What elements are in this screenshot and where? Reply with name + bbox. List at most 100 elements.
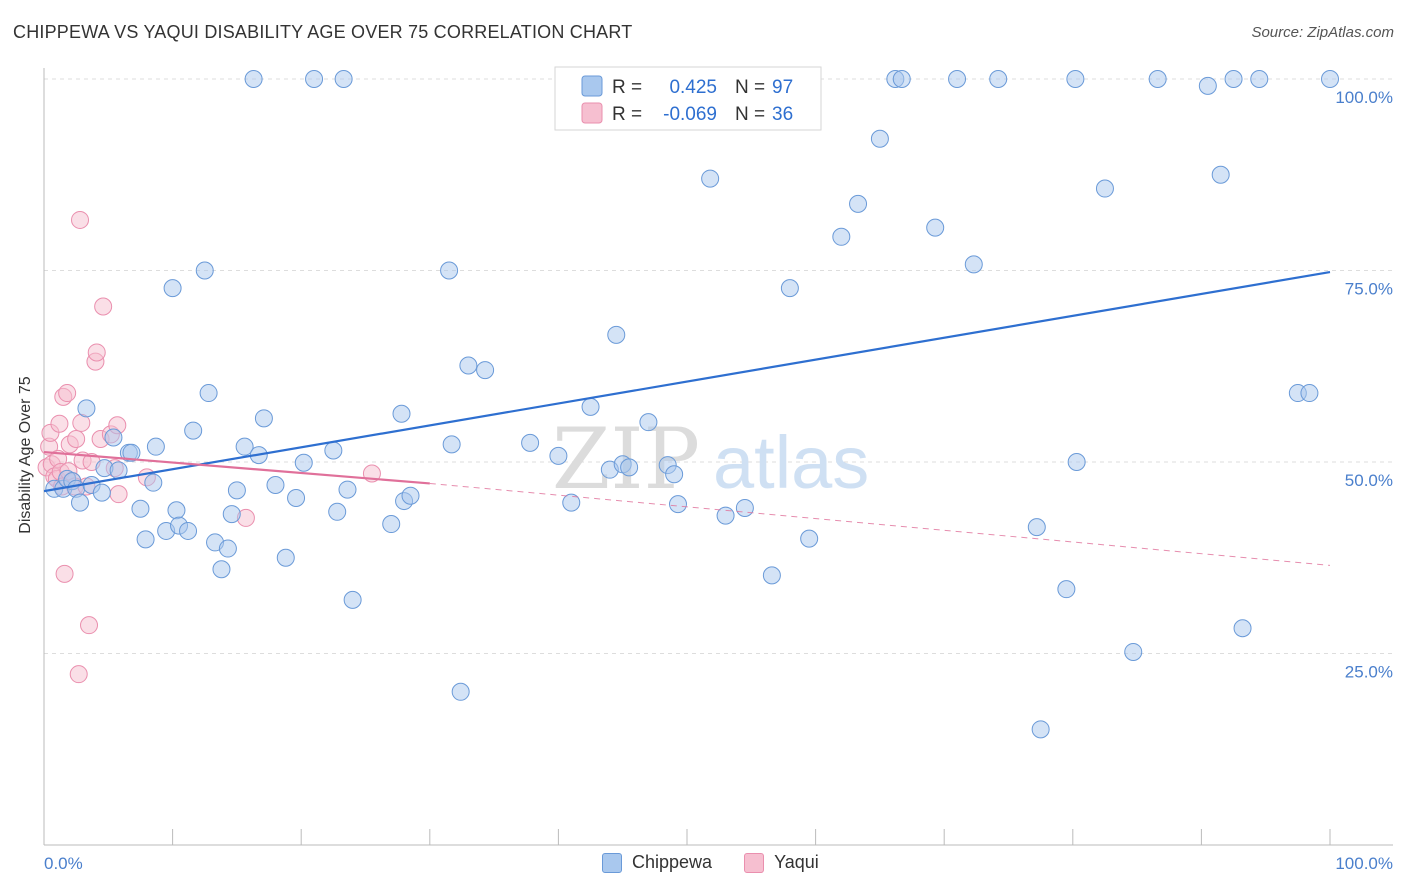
chippewa-point-40: [324, 441, 343, 460]
chippewa-point-39: [305, 70, 324, 88]
chippewa-point-96: [1321, 70, 1339, 88]
chippewa-point-54: [521, 433, 540, 452]
chippewa-point-34: [254, 409, 273, 428]
chippewa-point-89: [1198, 76, 1217, 95]
legend-r-value-chippewa: 0.425: [669, 77, 717, 98]
chippewa-point-91: [1224, 70, 1243, 88]
chippewa-point-28: [218, 539, 237, 558]
yaqui-point-27: [94, 297, 113, 316]
chippewa-point-92: [1233, 619, 1252, 638]
chippewa-point-69: [762, 566, 781, 585]
chippewa-point-81: [1027, 518, 1046, 537]
axes: [43, 68, 1393, 846]
yaqui-point-31: [109, 485, 128, 504]
yaqui-point-10: [55, 564, 74, 583]
legend-n-label-chippewa: N =: [735, 77, 765, 98]
chippewa-point-24: [195, 261, 214, 280]
chippewa-point-53: [476, 361, 495, 380]
yaqui-trendline: [43, 450, 430, 485]
chippewa-point-74: [870, 129, 889, 148]
chippewa-point-20: [167, 501, 186, 520]
chippewa-point-43: [338, 480, 357, 499]
chippewa-point-65: [668, 495, 687, 514]
y-tick-labels: 25.0% 50.0% 75.0% 100.0%: [1335, 88, 1393, 682]
y-tick-label-3: 100.0%: [1335, 88, 1393, 107]
legend-r-value-yaqui: -0.069: [663, 104, 717, 125]
chippewa-point-19: [163, 279, 182, 298]
chippewa-point-30: [227, 481, 246, 500]
chippewa-point-16: [144, 473, 163, 492]
series-swatch-yaqui: [744, 852, 765, 873]
chippewa-point-10: [104, 428, 123, 447]
yaqui-point-11: [58, 384, 77, 403]
chippewa-point-67: [716, 506, 735, 525]
watermark-atlas: atlas: [713, 421, 869, 504]
series-legend: Chippewa Yaqui: [602, 852, 851, 873]
yaqui-point-18: [71, 210, 90, 229]
chippewa-point-36: [276, 548, 295, 567]
chippewa-point-15: [136, 530, 155, 549]
chippewa-point-95: [1300, 384, 1319, 403]
chippewa-point-31: [235, 437, 254, 456]
series-legend-item-chippewa[interactable]: Chippewa: [602, 852, 712, 873]
chippewa-points: [45, 70, 1339, 739]
chippewa-point-35: [266, 475, 285, 494]
watermark: ZIP atlas: [552, 410, 869, 508]
chippewa-point-64: [665, 465, 684, 484]
series-legend-label-yaqui: Yaqui: [774, 852, 819, 872]
chippewa-point-56: [562, 493, 581, 512]
chippewa-point-49: [440, 261, 459, 280]
chippewa-point-13: [122, 443, 141, 462]
yaqui-trendline-extension: [429, 482, 1331, 566]
yaqui-point-16: [67, 430, 86, 449]
chippewa-point-85: [1067, 453, 1086, 471]
gridlines: [44, 78, 1393, 654]
chippewa-point-87: [1124, 642, 1143, 661]
chippewa-point-59: [607, 325, 626, 344]
series-swatch-chippewa: [602, 852, 622, 873]
chippewa-point-68: [735, 498, 754, 517]
chippewa-point-44: [343, 590, 362, 609]
chippewa-point-32: [244, 70, 263, 88]
chippewa-point-93: [1250, 70, 1269, 88]
chippewa-trendline: [43, 270, 1331, 493]
chippewa-point-41: [328, 502, 347, 521]
chippewa-point-48: [401, 486, 420, 505]
chippewa-point-57: [581, 397, 600, 416]
chippewa-point-62: [639, 413, 658, 432]
chippewa-point-83: [1057, 580, 1076, 599]
chippewa-point-86: [1095, 179, 1114, 198]
chippewa-point-27: [212, 560, 231, 579]
yaqui-point-7: [50, 414, 69, 433]
y-tick-label-0: 25.0%: [1345, 663, 1393, 682]
chippewa-point-37: [287, 489, 306, 508]
chippewa-point-25: [199, 384, 218, 403]
source-credit: Source: ZipAtlas.com: [1251, 24, 1394, 41]
chippewa-point-17: [146, 437, 165, 456]
series-legend-item-yaqui[interactable]: Yaqui: [744, 852, 819, 873]
chippewa-point-80: [989, 70, 1008, 88]
trendlines: [43, 270, 1331, 566]
legend-r-label-yaqui: R =: [612, 104, 642, 125]
chippewa-point-23: [184, 421, 203, 440]
chippewa-point-72: [832, 227, 851, 246]
chippewa-point-79: [964, 255, 983, 274]
legend-swatch-chippewa: [581, 75, 603, 97]
chippewa-point-6: [77, 399, 96, 418]
legend-n-value-chippewa: 97: [772, 77, 793, 98]
chippewa-point-77: [926, 218, 945, 237]
chippewa-point-61: [620, 458, 639, 477]
chippewa-point-5: [71, 493, 90, 512]
chippewa-point-42: [334, 70, 353, 88]
legend-r-label-chippewa: R =: [612, 77, 642, 98]
chippewa-point-78: [948, 70, 967, 88]
chippewa-point-55: [549, 446, 568, 465]
chippewa-point-71: [800, 529, 819, 548]
x-tick-labels: 0.0% 100.0%: [44, 854, 1393, 873]
chippewa-point-38: [294, 453, 313, 472]
chippewa-point-45: [382, 515, 401, 534]
chippewa-point-88: [1148, 70, 1167, 88]
y-tick-label-2: 75.0%: [1345, 280, 1393, 299]
chippewa-point-84: [1066, 70, 1085, 88]
